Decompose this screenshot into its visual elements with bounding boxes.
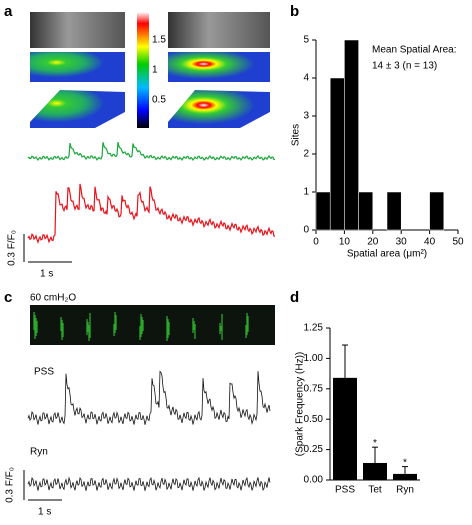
x-tick-label: 20: [367, 237, 379, 248]
x-axis-label: Spatial area (μm²): [347, 249, 427, 260]
trace-label: PSS: [34, 367, 54, 378]
annotation: 14 ± 3 (n = 13): [372, 61, 437, 72]
trace: [27, 141, 276, 162]
panel-a-images: [30, 12, 275, 345]
y-tick-label: 0.25: [304, 444, 324, 455]
x-tick-label: Ryn: [396, 485, 414, 496]
surface-plot: [30, 90, 125, 128]
fluorescence-image: [30, 12, 125, 48]
panel-letter: b: [290, 3, 299, 20]
bar: [315, 191, 331, 231]
x-tick-label: 40: [424, 237, 436, 248]
surface-plot: [168, 90, 270, 128]
scale-label: 0.3 F/F₀: [7, 230, 18, 266]
y-tick-label: 5: [303, 35, 309, 46]
fluorescence-image: [168, 12, 270, 48]
significance-marker: *: [403, 457, 407, 468]
x-tick-label: 30: [396, 237, 408, 248]
y-tick-label: 3: [303, 111, 309, 122]
x-tick-label: Tet: [368, 485, 382, 496]
y-tick-label: 1: [303, 187, 309, 198]
bar: [358, 191, 374, 231]
bar: [393, 473, 417, 480]
condition-label: 60 cmH₂O: [30, 293, 76, 304]
traces: [27, 141, 276, 491]
panel-letter: d: [290, 289, 299, 306]
significance-marker: *: [373, 438, 377, 449]
trace: [27, 476, 271, 491]
x-tick-label: 0: [313, 237, 319, 248]
scale-label: 1 s: [38, 507, 51, 518]
bar: [429, 191, 445, 231]
scale-label: 1 s: [40, 269, 53, 280]
scale-label: 0.3 F/F₀: [5, 467, 16, 503]
y-tick-label: 1.25: [304, 323, 324, 334]
heat-map: [168, 52, 270, 82]
colorbar: [137, 12, 149, 128]
y-axis-label: Sites: [291, 124, 302, 146]
bar: [363, 462, 387, 480]
y-tick-label: 2: [303, 149, 309, 160]
bar: [386, 191, 402, 231]
y-tick-label: 0.50: [304, 414, 324, 425]
y-tick-label: 1.00: [304, 353, 324, 364]
x-tick-label: 10: [339, 237, 351, 248]
x-tick-label: 50: [452, 237, 464, 248]
trace: [27, 370, 271, 425]
bar: [333, 377, 357, 480]
annotation: Mean Spatial Area:: [372, 45, 457, 56]
trace: [27, 183, 276, 244]
y-tick-label: 0.00: [304, 475, 324, 486]
bar: [344, 39, 359, 231]
y-tick-label: 0.75: [304, 383, 324, 394]
colorbar-label: 0.5: [152, 95, 166, 106]
x-tick-label: PSS: [335, 485, 355, 496]
trace-label: Ryn: [30, 447, 48, 458]
bar: [329, 77, 345, 231]
panel-letter: c: [4, 289, 12, 306]
kymograph: [30, 305, 275, 345]
y-tick-label: 0: [303, 225, 309, 236]
colorbar-label: 1: [152, 65, 158, 76]
heat-map: [30, 52, 125, 82]
panel-letter: a: [4, 3, 13, 20]
colorbar-label: 1.5: [152, 35, 166, 46]
y-tick-label: 4: [303, 73, 309, 84]
y-axis-label: (Spark Frequency (Hz)): [295, 352, 306, 456]
